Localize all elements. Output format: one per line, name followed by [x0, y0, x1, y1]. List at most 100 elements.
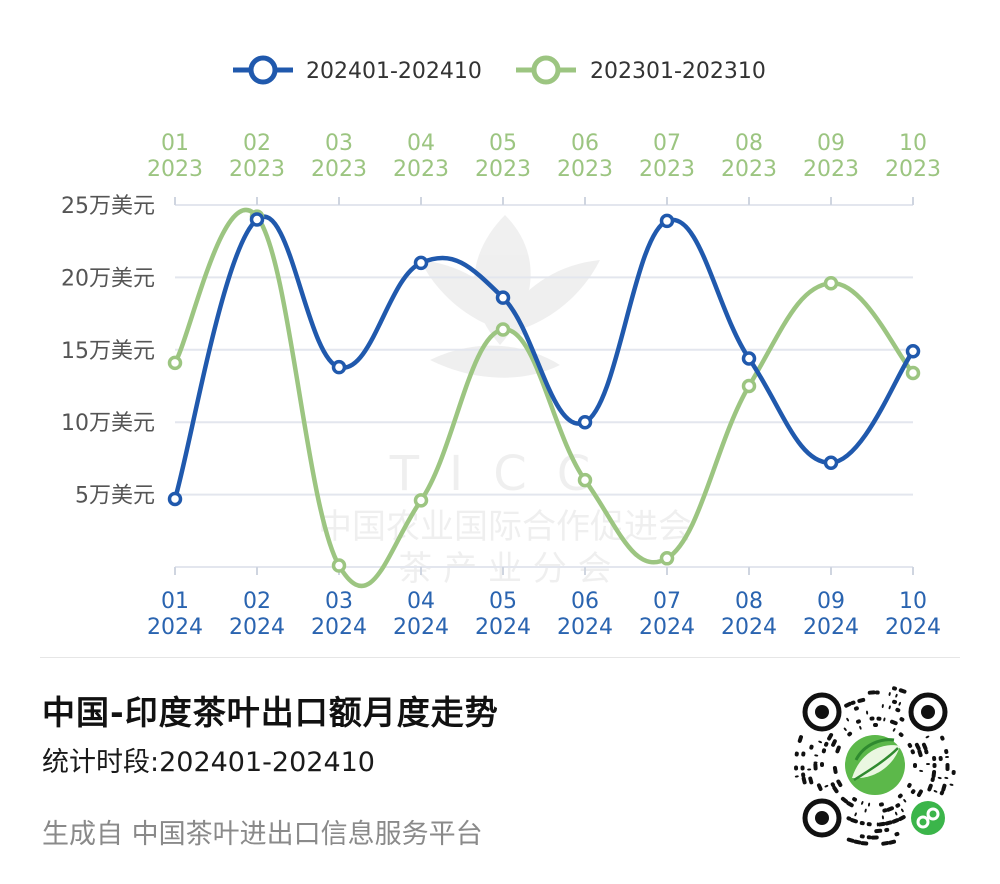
- qr-dot-81: [808, 776, 814, 785]
- bottom-tick-year-1: 2024: [229, 615, 285, 640]
- qr-dot-38: [916, 789, 923, 797]
- data-point-202301-202310-4: [495, 322, 511, 337]
- qr-dot-30: [856, 719, 861, 724]
- qr-dot-104: [888, 692, 891, 696]
- y-tick-label-1: 20万美元: [61, 266, 155, 291]
- top-tick-year-0: 2023: [147, 157, 203, 182]
- legend-item-2023[interactable]: 202301-202310: [516, 55, 766, 85]
- qr-dot-83: [809, 744, 814, 750]
- qr-dot-33: [883, 717, 886, 722]
- qr-dot-92: [941, 783, 947, 792]
- data-point-202401-202410-0: [167, 491, 183, 507]
- qr-dot-52: [924, 749, 929, 755]
- qr-dot-67: [813, 762, 818, 771]
- qr-dot-54: [931, 770, 937, 779]
- mini-program-qr-code[interactable]: [790, 680, 960, 850]
- data-point-202301-202310-3: [413, 493, 429, 508]
- watermark-logo-text: TICC: [389, 446, 621, 502]
- qr-dot-42: [854, 812, 857, 817]
- top-tick-year-9: 2023: [885, 157, 941, 182]
- bottom-tick-year-5: 2024: [557, 615, 613, 640]
- data-point-202301-202310-5: [577, 472, 593, 488]
- qr-dot-26: [832, 785, 839, 794]
- qr-dot-34: [889, 719, 898, 726]
- bottom-tick-year-4: 2024: [475, 615, 531, 640]
- qr-dot-111: [888, 839, 897, 845]
- top-tick-month-5: 06: [571, 131, 599, 156]
- qr-dot-87: [892, 699, 898, 705]
- qr-dot-84: [844, 701, 852, 708]
- qr-dot-109: [951, 769, 956, 775]
- y-tick-label-4: 5万美元: [75, 484, 155, 509]
- qr-dot-21: [886, 806, 894, 812]
- qr-dot-41: [881, 815, 884, 820]
- qr-dot-49: [866, 710, 869, 715]
- qr-dot-94: [894, 831, 900, 837]
- qr-dot-55: [930, 776, 935, 782]
- qr-dot-89: [938, 755, 943, 761]
- qr-dot-24: [846, 801, 854, 808]
- series-line-202401-202410: [172, 214, 915, 500]
- qr-dot-88: [898, 701, 901, 706]
- qr-dot-10: [847, 731, 853, 737]
- qr-dot-78: [933, 790, 938, 793]
- qr-dot-79: [884, 827, 890, 833]
- bottom-tick-year-3: 2024: [393, 615, 449, 640]
- qr-dot-93: [939, 790, 945, 796]
- top-tick-month-2: 03: [325, 131, 353, 156]
- legend: 202401-202410 202301-202310: [233, 55, 766, 85]
- legend-label-2024: 202401-202410: [306, 59, 482, 84]
- data-point-202401-202410-4: [495, 290, 511, 305]
- data-point-202401-202410-2: [331, 359, 347, 375]
- top-tick-year-3: 2023: [393, 157, 449, 182]
- top-tick-year-2: 2023: [311, 157, 367, 182]
- top-tick-year-6: 2023: [639, 157, 695, 182]
- qr-finder-top-right: [908, 692, 948, 732]
- top-tick-year-5: 2023: [557, 157, 613, 182]
- tea-leaf-logo-icon: [841, 731, 909, 799]
- qr-dot-14: [898, 732, 904, 738]
- qr-dot-58: [891, 818, 900, 824]
- top-x-axis: 0120230220230320230420230520230620230720…: [147, 131, 941, 182]
- qr-dot-20: [895, 803, 901, 808]
- qr-dot-36: [917, 749, 923, 758]
- qr-dot-76: [932, 755, 937, 761]
- data-point-202401-202410-3: [413, 255, 429, 271]
- qr-dot-45: [821, 748, 827, 754]
- top-tick-year-4: 2023: [475, 157, 531, 182]
- qr-dot-77: [937, 776, 942, 780]
- qr-dot-72: [881, 704, 884, 708]
- bottom-tick-month-6: 07: [653, 589, 681, 614]
- qr-dot-12: [873, 723, 878, 727]
- qr-dot-5: [861, 801, 864, 805]
- watermark: TICC 中国农业国际合作促进会 茶 产 业 分 会: [318, 215, 692, 589]
- data-point-202401-202410-5: [577, 414, 593, 430]
- top-tick-month-1: 02: [243, 131, 271, 156]
- qr-dot-47: [827, 733, 834, 741]
- qr-dot-120: [892, 686, 898, 691]
- qr-dot-65: [846, 816, 852, 821]
- legend-item-2024[interactable]: 202401-202410: [233, 55, 482, 85]
- qr-dot-22: [882, 808, 888, 813]
- qr-dot-6: [852, 797, 857, 802]
- qr-dot-106: [940, 735, 945, 741]
- qr-dot-19: [903, 799, 907, 803]
- qr-dot-68: [813, 761, 818, 764]
- y-tick-label-2: 15万美元: [61, 339, 155, 364]
- qr-dot-59: [884, 820, 893, 826]
- qr-dot-18: [910, 789, 916, 795]
- qr-dot-57: [898, 815, 906, 822]
- qr-dot-1: [907, 783, 912, 788]
- qr-dot-70: [818, 740, 823, 744]
- watermark-org-line2: 茶 产 业 分 会: [398, 549, 611, 589]
- watermark-org-line1: 中国农业国际合作促进会: [318, 507, 692, 547]
- qr-dot-66: [816, 783, 823, 791]
- qr-dot-115: [846, 837, 855, 843]
- qr-dot-60: [877, 821, 886, 827]
- qr-dot-43: [824, 785, 829, 788]
- qr-dot-28: [831, 739, 837, 747]
- qr-dot-91: [944, 776, 949, 780]
- bottom-tick-month-1: 02: [243, 589, 271, 614]
- qr-dot-9: [835, 745, 841, 754]
- qr-dot-73: [888, 705, 891, 710]
